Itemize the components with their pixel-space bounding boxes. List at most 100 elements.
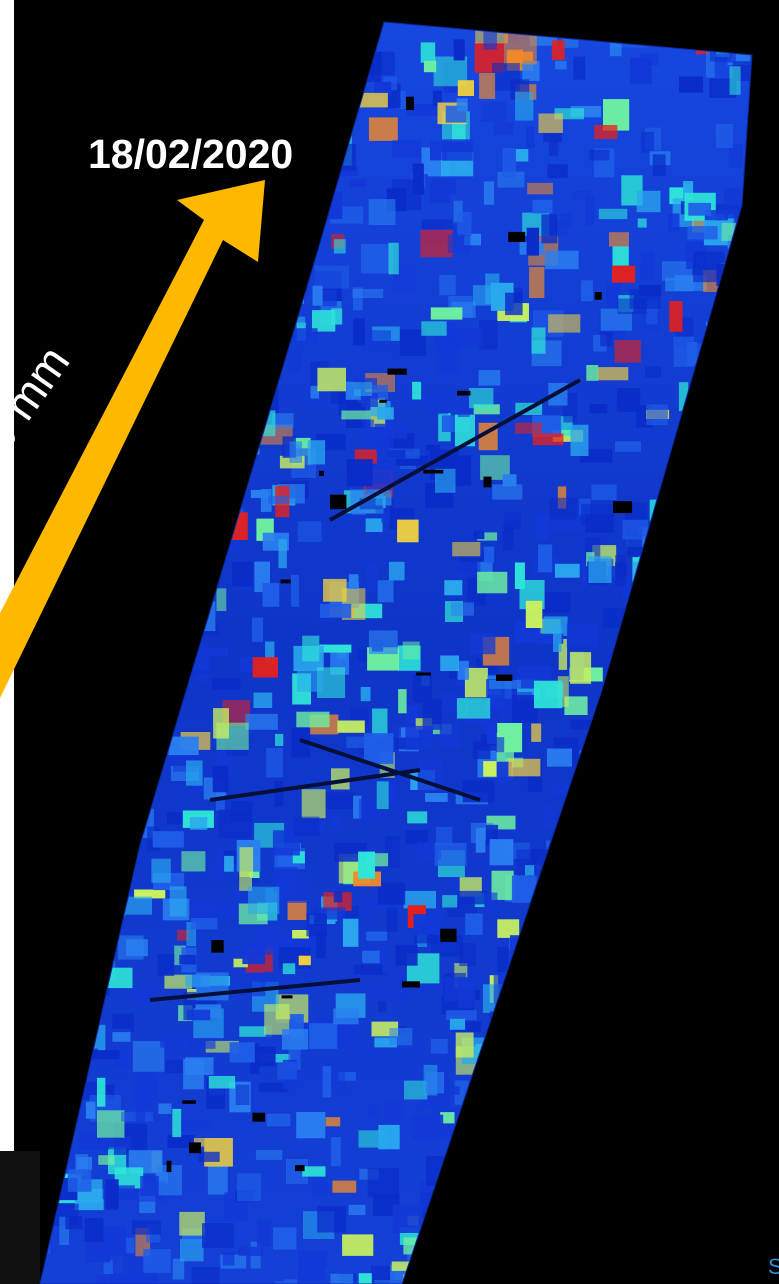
map-pixel-tile: [724, 365, 735, 393]
map-pixel-tile: [339, 166, 359, 177]
map-pixel-tile: [632, 883, 650, 913]
map-pixel-tile: [525, 600, 543, 628]
map-pixel-tile: [745, 146, 752, 178]
map-pixel-tile: [163, 204, 174, 228]
map-pixel-tile: [134, 889, 166, 899]
map-pixel-tile: [59, 287, 72, 312]
map-pixel-tile: [750, 1117, 752, 1146]
map-pixel-tile: [754, 409, 773, 420]
map-pixel-tile: [396, 455, 429, 466]
map-pixel-tile: [226, 299, 243, 316]
map-pixel-tile: [457, 80, 474, 96]
map-pixel-tile: [170, 223, 198, 235]
map-pixel-tile: [641, 1119, 651, 1146]
map-pixel-tile: [483, 546, 495, 564]
map-pixel-tile: [383, 1102, 405, 1122]
map-pixel-tile: [688, 1232, 703, 1260]
map-pixel-tile: [181, 423, 199, 448]
map-pixel-tile: [701, 751, 734, 779]
map-pixel-tile: [711, 1114, 744, 1124]
map-pixel-tile: [473, 530, 485, 540]
map-pixel-tile: [116, 515, 138, 529]
map-pixel-tile: [235, 276, 254, 292]
map-pixel-tile: [125, 1237, 135, 1254]
map-pixel-tile: [449, 1018, 466, 1030]
map-pixel-tile: [497, 946, 509, 973]
map-pixel-tile: [40, 1183, 56, 1197]
map-pixel-tile: [76, 338, 86, 369]
map-strip-outline: [39, 21, 753, 1284]
map-pixel-tile: [469, 388, 494, 409]
map-pixel-tile: [353, 795, 362, 819]
map-pixel-tile: [556, 1062, 591, 1087]
map-pixel-tile: [317, 56, 346, 86]
map-pixel-tile: [405, 725, 433, 750]
map-pixel-tile: [508, 758, 541, 777]
map-pixel-tile: [611, 1247, 641, 1261]
map-pixel-tile: [378, 1000, 387, 1013]
map-pixel-tile: [710, 961, 734, 975]
map-pixel-tile: [585, 195, 595, 226]
map-pixel-tile: [322, 1066, 332, 1098]
map-pixel-tile: [600, 308, 632, 331]
map-pixel-tile: [543, 132, 562, 143]
map-pixel-tile: [709, 487, 724, 509]
map-pixel-tile: [288, 49, 315, 66]
map-pixel-tile: [392, 140, 421, 158]
map-pixel-tile: [255, 1149, 283, 1160]
map-pixel-tile: [697, 479, 717, 504]
map-pixel-tile: [260, 489, 272, 512]
map-pixel-tile: [527, 182, 553, 195]
map-pixel-tile: [700, 498, 728, 524]
map-pixel-tile: [613, 895, 646, 911]
map-pixel-tile: [160, 186, 179, 199]
map-pixel-tile: [635, 626, 665, 650]
map-pixel-tile: [667, 548, 697, 567]
map-pixel-tile: [336, 31, 347, 53]
map-pixel-tile: [711, 493, 725, 512]
map-void: [166, 1160, 172, 1173]
map-pixel-tile: [277, 200, 302, 209]
map-pixel-tile: [483, 31, 497, 50]
map-pixel-tile: [131, 295, 154, 315]
map-pixel-tile: [187, 80, 207, 95]
map-pixel-tile: [262, 971, 295, 988]
map-pixel-tile: [705, 557, 715, 583]
map-pixel-tile: [725, 809, 752, 825]
map-pixel-tile: [602, 977, 633, 987]
map-pixel-tile: [759, 1006, 777, 1034]
map-pixel-tile: [531, 723, 542, 742]
map-pixel-tile: [253, 692, 273, 708]
map-pixel-tile: [654, 879, 668, 894]
map-pixel-tile: [181, 392, 195, 410]
map-pixel-tile: [725, 209, 745, 219]
map-pixel-tile: [374, 1037, 397, 1048]
map-void: [121, 540, 128, 545]
map-pixel-tile: [658, 1219, 672, 1237]
map-pixel-tile: [459, 943, 476, 967]
map-pixel-tile: [572, 191, 591, 201]
map-pixel-tile: [548, 314, 581, 333]
map-pixel-tile: [665, 486, 689, 518]
map-pixel-tile: [191, 1267, 220, 1284]
map-pixel-tile: [589, 149, 610, 161]
map-pixel-tile: [289, 441, 302, 463]
map-pixel-tile: [721, 678, 733, 701]
map-pixel-tile: [534, 680, 563, 709]
map-pixel-tile: [368, 630, 398, 655]
map-pixel-tile: [679, 505, 713, 534]
map-pixel-tile: [483, 181, 495, 205]
map-pixel-tile: [74, 1188, 104, 1211]
map-pixel-tile: [568, 814, 591, 826]
map-pixel-tile: [435, 468, 456, 493]
map-pixel-tile: [310, 385, 319, 399]
map-pixel-tile: [301, 123, 324, 137]
map-pixel-tile: [442, 693, 456, 715]
map-pixel-tile: [588, 556, 612, 583]
map-pixel-tile: [555, 968, 582, 997]
map-pixel-tile: [461, 1251, 493, 1270]
map-pixel-tile: [727, 497, 752, 518]
map-pixel-tile: [353, 382, 373, 396]
map-pixel-tile: [172, 1108, 182, 1138]
map-pixel-tile: [270, 249, 297, 268]
